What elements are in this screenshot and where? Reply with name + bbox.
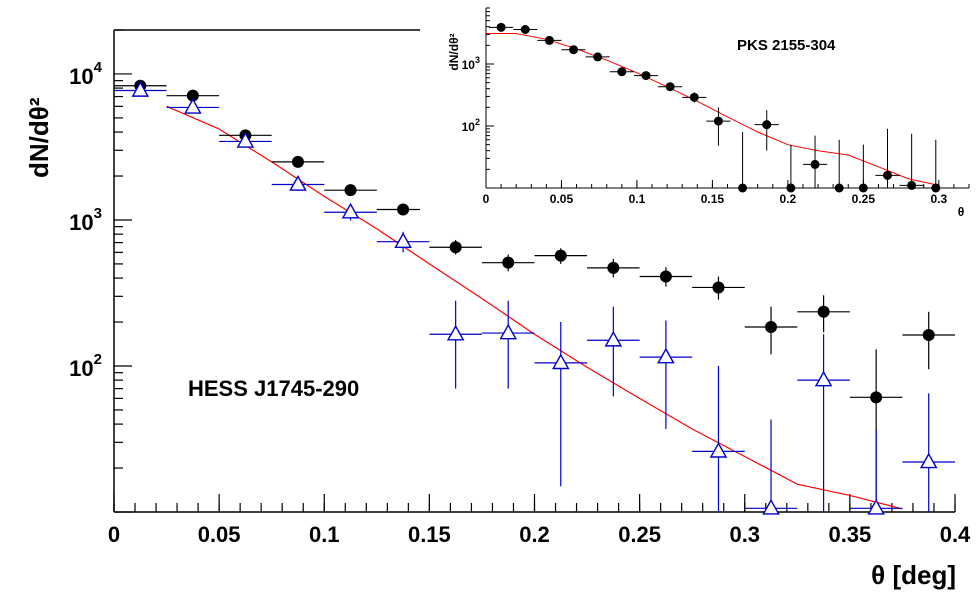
inset-data-point [810,159,820,169]
inset-data-point [496,22,506,32]
inset-data-point [641,71,651,81]
main-data-point [817,305,830,318]
inset-chart: 0 0.05 0.1 0.15 0.2 0.25 0.3 102 103 PKS 2155-3… [420,0,979,219]
main-data-point [870,391,883,404]
main-chart-label: HESS J1745-290 [188,376,359,401]
main-data-point [449,241,462,254]
inset-data-point [713,116,723,126]
main-model-curve-line [166,105,903,510]
inset-x-tick-label: 0 [483,192,490,206]
main-series-open-triangles [114,81,955,515]
inset-data-point [569,45,579,55]
main-data-point [499,323,518,340]
main-x-ticks: 0 0.05 0.1 0.15 0.2 0.25 0.3 0.35 0.4 [108,494,971,547]
main-data-point [236,132,255,148]
main-x-tick-label: 0.15 [408,522,451,547]
inset-x-tick-label: 0.3 [930,192,947,206]
inset-y-axis-title: dN/dθ² [447,33,461,70]
inset-data-point [544,35,554,45]
inset-data-point [738,183,748,193]
inset-series-filled-circles [489,22,948,193]
inset-data-point [858,183,868,193]
inset-data-point [665,82,675,92]
main-data-point [922,329,935,342]
main-x-tick-label: 0.2 [519,522,550,547]
inset-x-tick-label: 0.25 [852,192,876,206]
main-data-point [341,202,360,219]
main-data-point [184,97,202,114]
inset-x-ticks: 0 0.05 0.1 0.15 0.2 0.25 0.3 [483,180,970,206]
inset-data-point [593,52,603,62]
inset-background [420,0,979,218]
main-data-point [814,370,833,387]
inset-y-ticks: 102 103 [462,7,494,189]
main-y-ticks: 102 103 104 [69,29,132,513]
main-data-point [291,155,304,168]
main-data-point [554,249,567,262]
inset-x-axis-title: θ [958,205,965,219]
inset-data-point [931,183,941,193]
main-x-axis-title: θ [deg] [871,560,956,590]
main-data-point [765,320,778,333]
main-y-tick-label: 102 [69,351,102,381]
main-data-point [397,203,410,216]
main-model-curve [166,105,903,510]
main-y-tick-label: 104 [69,59,102,89]
inset-data-point [786,183,796,193]
inset-y-tick-label: 102 [462,117,480,134]
main-x-tick-label: 0.3 [729,522,760,547]
main-data-point [919,452,938,469]
main-data-point [446,324,465,341]
main-x-tick-label: 0.35 [828,522,871,547]
inset-data-point [834,183,844,193]
main-data-point [344,184,357,197]
main-data-point [712,281,725,294]
main-y-tick-label: 103 [69,205,102,235]
inset-x-tick-label: 0.05 [550,192,574,206]
inset-data-point [689,92,699,102]
inset-chart-label: PKS 2155-304 [737,37,836,54]
inset-data-point [520,25,530,35]
inset-x-tick-label: 0.1 [629,192,646,206]
main-data-point [131,81,150,97]
main-x-tick-label: 0 [108,522,120,547]
main-data-point [709,441,728,458]
main-x-tick-label: 0.25 [618,522,661,547]
main-data-point [607,261,620,274]
main-data-point [394,232,412,248]
main-data-point [867,498,885,515]
main-data-point [659,270,672,283]
main-data-point [657,347,675,364]
inset-data-point [882,170,892,180]
main-data-point [289,175,307,191]
inset-x-tick-label: 0.15 [701,192,725,206]
inset-x-tick-label: 0.2 [780,192,797,206]
main-x-tick-label: 0.05 [198,522,241,547]
inset-data-point [907,180,917,190]
main-data-point [186,89,199,102]
main-data-point [762,498,780,515]
inset-data-point [617,67,627,77]
inset-y-tick-label: 103 [462,55,480,72]
main-y-axis-title: dN/dθ² [24,97,54,178]
main-data-point [604,330,623,347]
main-data-point [551,353,570,370]
main-data-point [502,256,515,269]
main-x-tick-label: 0.4 [940,522,971,547]
inset-data-point [762,120,772,130]
main-x-tick-label: 0.1 [309,522,340,547]
